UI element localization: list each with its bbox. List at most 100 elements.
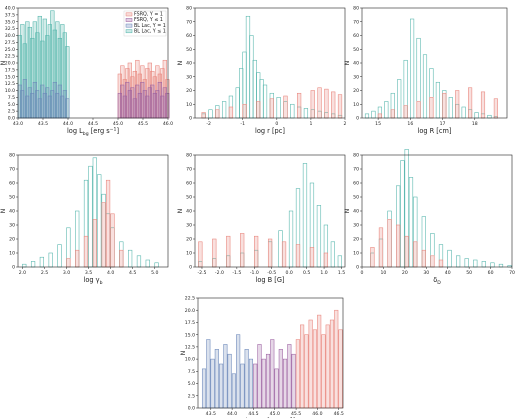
y-tick-label: 20.0 <box>5 61 15 67</box>
bar-bllac_y1-10 <box>244 349 249 409</box>
bar-fsraq_y1-4 <box>256 101 261 119</box>
x-tick-label: 0 <box>275 121 278 127</box>
bar-fsraq_y1-8 <box>480 91 486 119</box>
y-axis-label: N <box>177 60 184 65</box>
axes-frame <box>361 154 513 268</box>
bar-fsraq_y1-3 <box>416 101 421 119</box>
y-tick-label: 10 <box>186 102 192 108</box>
y-tick-label: 22.5 <box>185 296 195 302</box>
x-tick-label: 44.5 <box>248 411 258 417</box>
x-label-rest: [erg s <box>89 127 111 135</box>
y-tick-label: 25.0 <box>5 47 15 53</box>
x-label-sub: bg <box>83 131 89 137</box>
y-tick-label: 0 <box>189 265 192 271</box>
y-tick-label: 10 <box>9 251 15 257</box>
x-tick-label: -2.5 <box>197 270 206 276</box>
y-tick-label: 15.0 <box>185 332 195 338</box>
bar-fsraq_y1-0 <box>377 113 382 119</box>
bar-fsraq_y1-2 <box>226 235 231 268</box>
bar-fsraq_y1-6 <box>321 334 326 409</box>
x-axis-label: log r [pc] <box>255 127 285 135</box>
bar-fsraq_y1-4 <box>429 97 434 119</box>
bar-fsraq_y1-6 <box>455 90 460 119</box>
bar-bllac_ylt1-12 <box>456 255 461 268</box>
y-tick-label: 80 <box>9 153 15 159</box>
bar-fsraq_y1-3 <box>242 103 247 119</box>
bar-bllac_ylt1-12 <box>259 79 264 119</box>
x-tick-label: 60 <box>488 270 494 276</box>
x-tick-label: 46.0 <box>312 411 322 417</box>
y-tick-label: 7.5 <box>188 369 195 375</box>
x-tick-label: 46.0 <box>163 121 173 127</box>
y-tick-label: 70 <box>186 167 192 173</box>
x-tick-label: 3.0 <box>63 270 70 276</box>
y-tick-label: 80 <box>353 6 359 12</box>
y-tick-label: 17.5 <box>5 67 15 73</box>
bar-fsraq_ylt1-9 <box>291 353 296 409</box>
y-tick-label: 60 <box>9 181 15 187</box>
y-tick-label: 50 <box>353 47 359 53</box>
bar-fsraq_y1-8 <box>438 259 444 268</box>
y-tick-label: 15.0 <box>5 74 15 80</box>
bar-fsraq_y1-0 <box>295 339 300 409</box>
x-label-sup: −1 <box>286 417 293 418</box>
bar-bllac_ylt1-10 <box>252 59 257 119</box>
y-tick-label: 30 <box>353 223 359 229</box>
legend-swatch <box>125 29 133 34</box>
bar-fsraq_y1-5 <box>269 98 274 119</box>
y-tick-label: 7.5 <box>8 95 15 101</box>
bar-bllac_y1-11 <box>248 358 254 409</box>
bar-bllac_ylt1-11 <box>447 249 452 268</box>
panel-logLD: 43.5 44.0 44.5 45.0 45.5 46.0 46.5 0.0 2.5 5.0 7.5… <box>180 296 344 418</box>
bar-bllac_ylt1-7 <box>410 18 415 119</box>
y-tick-label: 0 <box>189 116 192 122</box>
legend-swatch <box>125 23 133 28</box>
x-tick-label: 5.0 <box>151 270 158 276</box>
panel-loggammab: 2.0 2.5 3.0 3.5 4.0 4.5 5.0 0 10 20 30 40 50 60 70 80 Nl… <box>0 153 169 286</box>
x-tick-label: -1.5 <box>232 270 241 276</box>
x-tick-label: 40 <box>445 270 451 276</box>
bar-bllac_ylt1-15 <box>481 261 486 268</box>
x-tick-label: 3.5 <box>85 270 92 276</box>
bar-fsraq_y1-6 <box>421 249 426 268</box>
legend-box <box>123 10 167 37</box>
bar-bllac_ylt1-6 <box>278 230 283 268</box>
y-axis-label: N <box>180 350 187 355</box>
bar-fsraq_y1-10 <box>324 88 329 119</box>
y-tick-label: 22.5 <box>5 54 15 60</box>
legend-entry: FSRQ, Y = 1 <box>134 12 163 18</box>
y-axis-label: N <box>344 208 351 213</box>
y-tick-label: 2.5 <box>188 393 195 399</box>
bar-bllac_y1-3 <box>214 349 219 409</box>
x-tick-label: 1.5 <box>338 270 345 276</box>
bar-bllac_ylt1-13 <box>330 241 335 268</box>
y-tick-label: 5.0 <box>8 102 15 108</box>
x-axis-label: log Lbg [erg s−1] <box>67 127 119 137</box>
y-tick-label: 0.0 <box>8 116 15 122</box>
y-tick-label: 50 <box>353 195 359 201</box>
y-tick-label: 27.5 <box>5 40 15 46</box>
bar-fsraq_y1-2 <box>403 105 408 119</box>
y-tick-label: 80 <box>186 153 192 159</box>
y-tick-label: 50 <box>186 47 192 53</box>
x-tick-label: 44.5 <box>88 121 98 127</box>
bar-bllac_y1-5 <box>223 344 228 409</box>
x-axis-label: δD <box>433 276 441 286</box>
bar-bllac_ylt1-4 <box>400 160 405 268</box>
bar-bllac_y1-0 <box>201 368 207 409</box>
bar-fsraq_y1-8 <box>310 90 315 119</box>
legend-entry: FSRQ, Y ≤ 1 <box>134 17 163 23</box>
bar-fsraq_y1-11 <box>331 91 336 119</box>
y-tick-label: 20.0 <box>185 308 195 314</box>
bar-bllac_ylt1-19 <box>487 114 492 119</box>
x-label-main: log L <box>67 127 83 135</box>
x-tick-label: -1.0 <box>250 270 259 276</box>
bar-fsraq_y1-7 <box>468 87 473 119</box>
bar-fsraq_y1-8 <box>309 247 315 268</box>
bar-bllac_ylt1-13 <box>448 97 453 119</box>
y-tick-label: 30.0 <box>5 33 15 39</box>
bar-fsraq_ylt1-1 <box>257 344 262 409</box>
bar-fsraq_y1-1 <box>212 238 217 268</box>
x-tick-label: -1 <box>240 121 245 127</box>
